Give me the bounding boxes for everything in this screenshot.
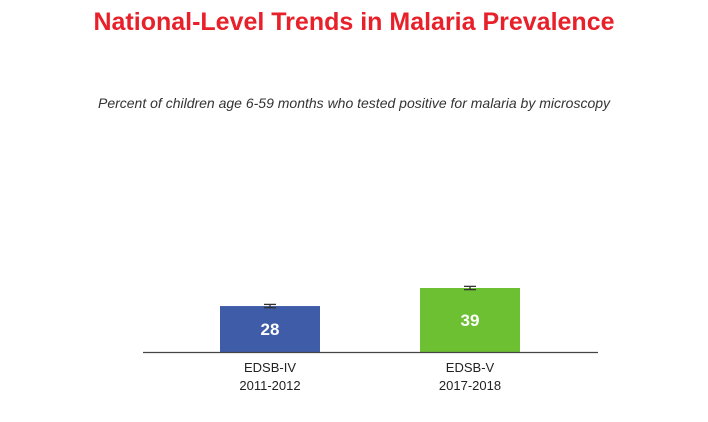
bar xyxy=(420,288,520,352)
chart-title: National-Level Trends in Malaria Prevale… xyxy=(93,8,615,36)
category-label: 2011-2012 xyxy=(239,378,300,393)
error-bar xyxy=(464,285,476,291)
bar-value-label: 39 xyxy=(461,311,480,330)
category-label: EDSB-IV xyxy=(244,360,296,375)
chart-subtitle: Percent of children age 6-59 months who … xyxy=(97,95,611,111)
error-bar xyxy=(264,303,276,309)
category-label: EDSB-V xyxy=(446,360,495,375)
bar-value-label: 28 xyxy=(261,320,280,339)
bar xyxy=(220,306,320,352)
category-label: 2017-2018 xyxy=(439,378,501,393)
